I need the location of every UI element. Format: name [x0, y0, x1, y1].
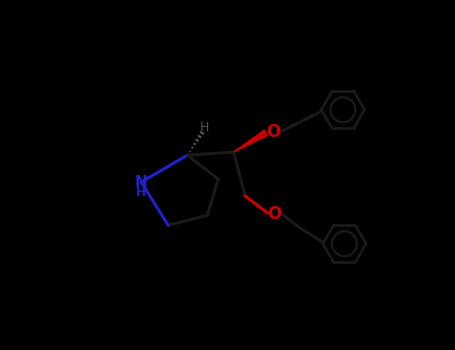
Text: O: O — [266, 123, 280, 141]
Text: O: O — [267, 205, 282, 223]
Polygon shape — [233, 130, 268, 152]
Text: H: H — [200, 121, 209, 134]
Text: H: H — [136, 187, 147, 199]
Text: N: N — [135, 175, 147, 190]
